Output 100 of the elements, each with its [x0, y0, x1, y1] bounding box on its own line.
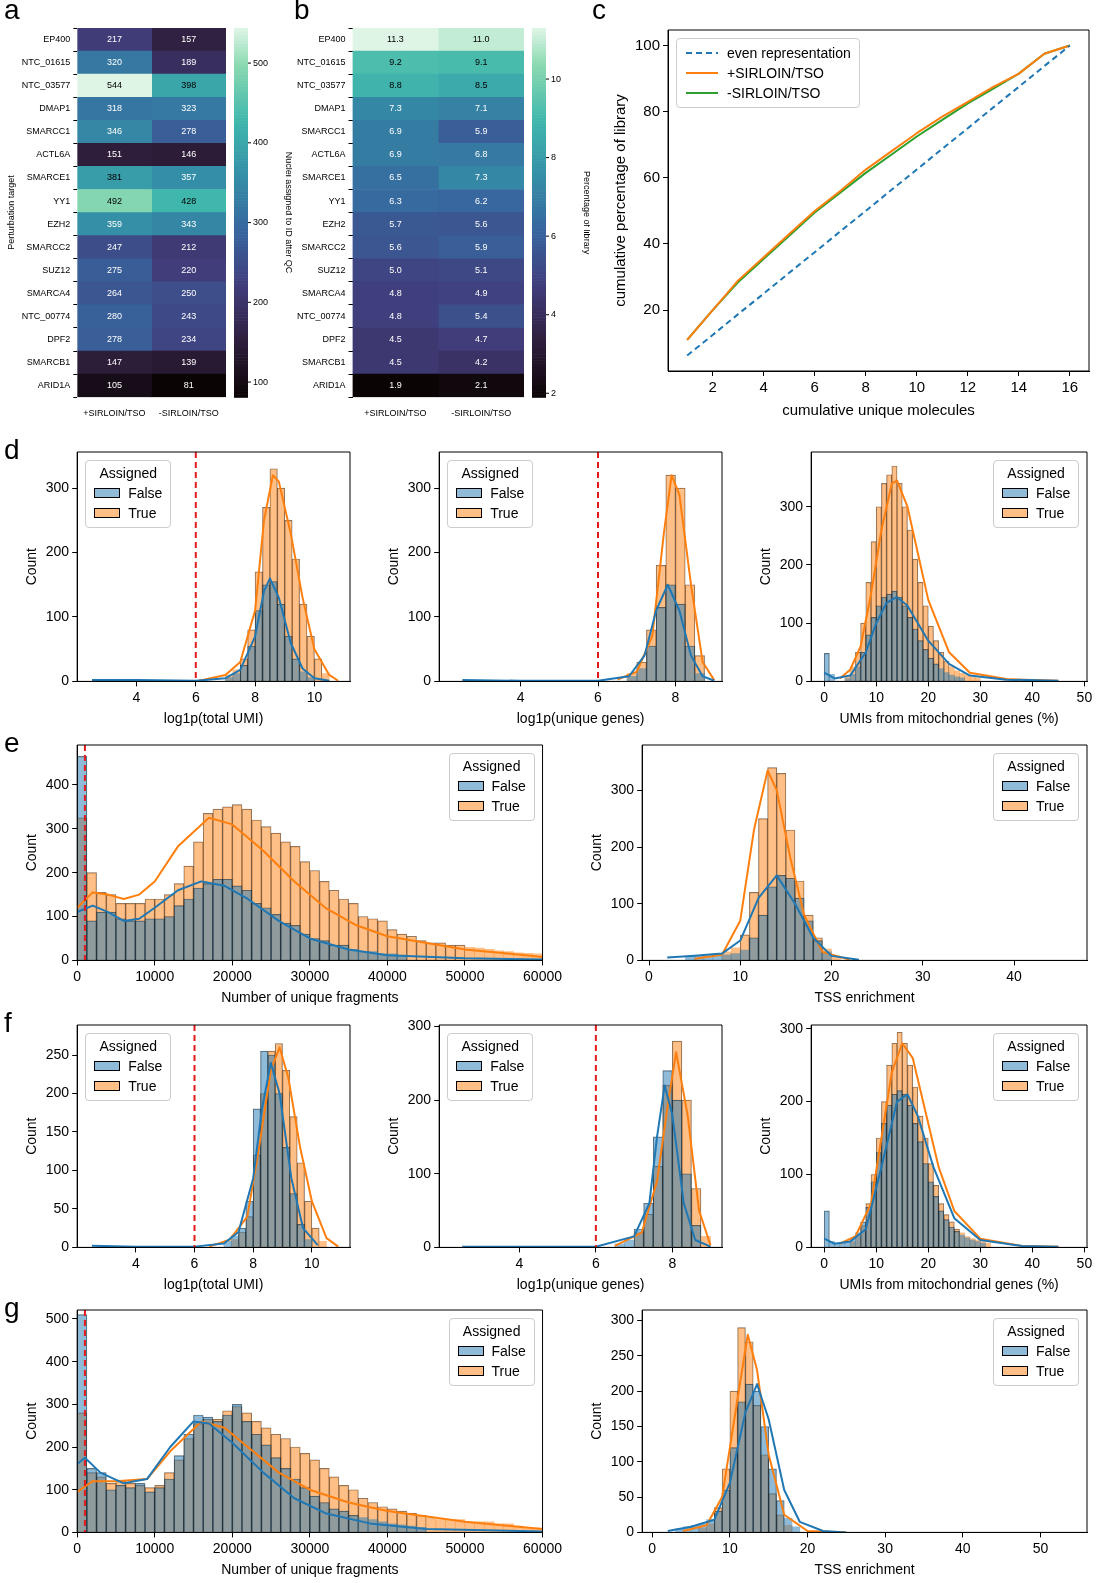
x-tick-label: 10	[868, 688, 885, 705]
text: d	[4, 434, 20, 465]
x-tick-label: 6	[810, 378, 819, 396]
data-label: 151	[106, 149, 123, 160]
y-tick-label: 300	[45, 478, 70, 495]
y-tick-label: EZH2	[322, 218, 346, 229]
y-tick-label: 300	[610, 1311, 635, 1328]
x-tick-label: 50000	[445, 1539, 485, 1556]
y-tick-label: SMARCC2	[301, 241, 346, 252]
x-tick-label: +SIRLOIN/TSO	[83, 408, 146, 419]
y-tick-label: 0	[795, 1238, 804, 1255]
data-label: 275	[106, 264, 123, 275]
x-tick-label: -SIRLOIN/TSO	[451, 408, 512, 419]
x-tick-label: 10	[304, 1254, 320, 1271]
legend-title: Assigned	[1006, 758, 1066, 774]
x-tick-label: 20	[823, 967, 840, 984]
y-axis-title: Count	[23, 1117, 40, 1155]
data-label: 11.3	[386, 34, 404, 45]
x-tick-label: 6	[591, 1254, 600, 1271]
x-tick-label: 2	[708, 378, 717, 396]
color-bar-label: 400	[253, 137, 269, 148]
text: f	[4, 1007, 12, 1038]
data-label: 5.6	[389, 241, 402, 252]
x-tick-label: 30	[914, 967, 931, 984]
legend-label: -SIRLOIN/TSO	[727, 84, 821, 103]
data-label: 280	[106, 310, 123, 321]
x-tick-label: 8	[249, 1254, 258, 1271]
data-label: 359	[106, 218, 123, 229]
data-label: 4.8	[389, 310, 402, 321]
y-tick-label: 0	[795, 672, 804, 689]
y-tick-label: 200	[610, 1382, 635, 1399]
y-tick-label: ARID1A	[313, 380, 346, 391]
legend-title: Assigned	[98, 465, 159, 481]
y-tick-label: NTC_00774	[21, 310, 71, 321]
y-axis-title: Count	[588, 833, 605, 872]
legend-label: True	[128, 1077, 157, 1096]
data-label: 11.0	[472, 34, 490, 45]
text: e	[4, 727, 20, 758]
y-tick-label: 100	[45, 607, 70, 624]
data-label: 139	[181, 357, 197, 368]
y-tick-label: 400	[45, 1352, 70, 1369]
data-label: 5.0	[389, 264, 402, 275]
y-tick-label: YY1	[328, 195, 346, 206]
y-axis-title: Count	[385, 1117, 402, 1155]
y-tick-label: 300	[45, 819, 70, 836]
y-tick-label: NTC_01615	[21, 57, 71, 68]
x-tick-label: 20	[920, 1254, 937, 1271]
data-label: 381	[106, 172, 123, 183]
y-tick-label: 300	[407, 1017, 432, 1034]
x-tick-label: 20000	[212, 967, 252, 984]
data-label: 6.5	[389, 172, 402, 183]
legend-label: +SIRLOIN/TSO	[727, 64, 824, 83]
y-tick-label: ACTL6A	[36, 149, 71, 160]
x-tick-label: 6	[190, 1254, 199, 1271]
legend-label: False	[491, 777, 526, 796]
legend-label: False	[491, 1342, 526, 1361]
x-tick-label: 30	[877, 1539, 894, 1556]
x-tick-label: 10000	[135, 1539, 175, 1556]
x-tick-label: 40	[1006, 967, 1022, 984]
y-tick-label: 150	[610, 1417, 635, 1434]
y-tick-label: 0	[423, 1238, 432, 1255]
data-label: 6.2	[474, 195, 488, 206]
data-label: 7.1	[474, 103, 488, 114]
data-label: 398	[181, 80, 197, 91]
data-label: 247	[106, 241, 123, 252]
y-tick-label: 100	[610, 1452, 635, 1469]
y-tick-label: SMARCA4	[302, 287, 346, 298]
color-bar-label: 4	[551, 309, 557, 320]
x-tick-label: 50	[1032, 1539, 1049, 1556]
data-label: 2.1	[474, 380, 488, 391]
data-label: 4.5	[389, 334, 402, 344]
y-tick-label: 200	[45, 543, 70, 560]
y-tick-label: SMARCB1	[26, 357, 71, 368]
y-tick-label: 200	[45, 1084, 70, 1101]
x-tick-label: 40	[1024, 688, 1041, 705]
x-tick-label: 4	[516, 688, 525, 705]
x-tick-label: 30	[972, 688, 989, 705]
color-bar-label: 6	[551, 230, 557, 241]
y-tick-label: DMAP1	[314, 103, 346, 114]
color-bar-title: Nuclei assigned to ID after QC	[283, 151, 294, 274]
data-label: 6.8	[474, 149, 488, 160]
x-tick-label: 40000	[367, 1539, 408, 1556]
x-tick-label: 4	[759, 378, 768, 396]
legend-label: True	[1036, 797, 1065, 816]
data-label: 6.3	[389, 195, 402, 206]
x-tick-label: 10	[732, 967, 749, 984]
color-bar-label: 300	[253, 217, 269, 228]
data-label: 5.9	[474, 126, 488, 137]
y-tick-label: SMARCB1	[302, 357, 346, 368]
y-axis-title: Count	[757, 1117, 774, 1155]
x-axis-title: Number of unique fragments	[221, 1561, 399, 1578]
data-label: 8.8	[389, 80, 402, 91]
x-tick-label: 60000	[523, 967, 563, 984]
x-tick-label: 50000	[445, 967, 485, 984]
x-tick-label: 8	[861, 378, 870, 396]
data-label: 357	[181, 172, 197, 183]
y-tick-label: SMARCC1	[301, 126, 346, 137]
x-tick-label: 4	[131, 1254, 140, 1271]
data-label: 343	[181, 218, 197, 229]
legend-label: False	[490, 484, 525, 503]
